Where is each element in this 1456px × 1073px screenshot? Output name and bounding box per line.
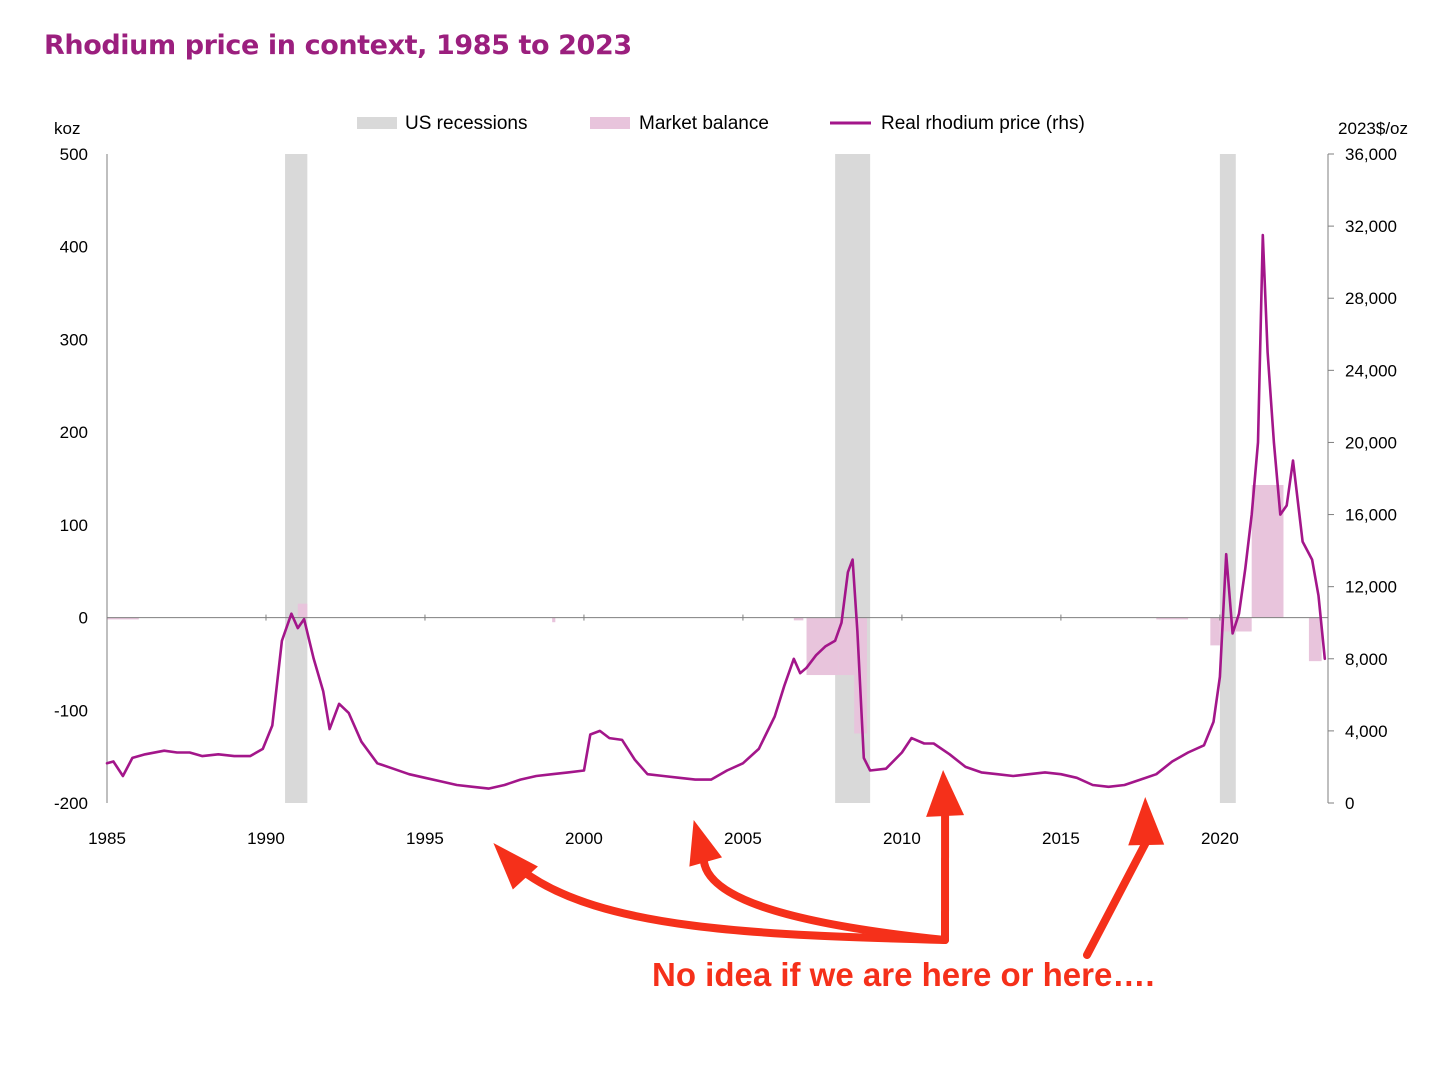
arrow-shaft	[1083, 836, 1152, 959]
arrow-shaft	[699, 851, 949, 944]
recession-band	[285, 154, 308, 803]
x-tick-label: 2000	[565, 829, 603, 848]
left-tick-label: 300	[60, 330, 88, 349]
x-tick-label: 1990	[247, 829, 285, 848]
price-line-layer	[105, 233, 1327, 790]
x-tick-label: 2010	[883, 829, 921, 848]
right-axis-unit: 2023$/oz	[1338, 119, 1408, 138]
market-balance-bar	[552, 617, 556, 623]
recession-band	[1219, 154, 1236, 803]
right-tick-label: 12,000	[1345, 578, 1397, 597]
market-balance-bar	[1210, 617, 1220, 646]
legend-label: Market balance	[639, 113, 769, 134]
left-tick-label: 200	[60, 423, 88, 442]
annotation-text: No idea if we are here or here….	[652, 956, 1155, 993]
right-tick-label: 32,000	[1345, 217, 1397, 236]
left-tick-label: 0	[79, 609, 88, 628]
annotation-arrows	[493, 770, 1165, 959]
market-balance-bar	[297, 603, 308, 618]
market-balance-bar	[793, 617, 804, 621]
x-tick-label: 2015	[1042, 829, 1080, 848]
x-tick-label: 1985	[88, 829, 126, 848]
right-tick-label: 0	[1345, 794, 1354, 813]
price-series-line	[105, 233, 1327, 790]
axes: 500 400 300 200 100 0 -100 -200 36,000 32,000 28,0…	[54, 145, 1397, 848]
legend-swatch	[357, 117, 397, 129]
market-balance-bar	[806, 617, 839, 676]
left-tick-label: -100	[54, 701, 88, 720]
recession-bands	[285, 154, 1236, 803]
right-tick-label: 8,000	[1345, 650, 1388, 669]
arrow-head	[493, 843, 538, 890]
market-balance-bar	[1156, 617, 1189, 620]
right-tick-label: 16,000	[1345, 506, 1397, 525]
right-tick-label: 24,000	[1345, 361, 1397, 380]
chart-title: Rhodium price in context, 1985 to 2023	[44, 30, 632, 61]
left-axis-unit: koz	[54, 119, 80, 138]
legend-label: US recessions	[405, 113, 528, 134]
arrow-head	[1128, 797, 1165, 846]
right-tick-label: 28,000	[1345, 289, 1397, 308]
left-tick-label: -200	[54, 794, 88, 813]
x-tick-label: 2020	[1201, 829, 1239, 848]
right-tick-label: 4,000	[1345, 722, 1388, 741]
legend-label: Real rhodium price (rhs)	[881, 113, 1085, 134]
left-tick-label: 500	[60, 145, 88, 164]
x-tick-label: 2005	[724, 829, 762, 848]
legend: US recessions Market balance Real rhodium …	[357, 113, 1085, 134]
right-tick-label: 20,000	[1345, 433, 1397, 452]
market-balance-bar	[107, 617, 139, 620]
right-tick-label: 36,000	[1345, 145, 1397, 164]
left-tick-label: 100	[60, 516, 88, 535]
market-balance-bar	[1308, 617, 1322, 662]
arrow-head	[926, 770, 965, 817]
arrow-shaft	[517, 866, 949, 944]
market-balance-bar	[1251, 484, 1284, 618]
arrow-head	[689, 820, 723, 867]
legend-swatch	[590, 117, 630, 129]
x-tick-label: 1995	[406, 829, 444, 848]
left-tick-label: 400	[60, 238, 88, 257]
